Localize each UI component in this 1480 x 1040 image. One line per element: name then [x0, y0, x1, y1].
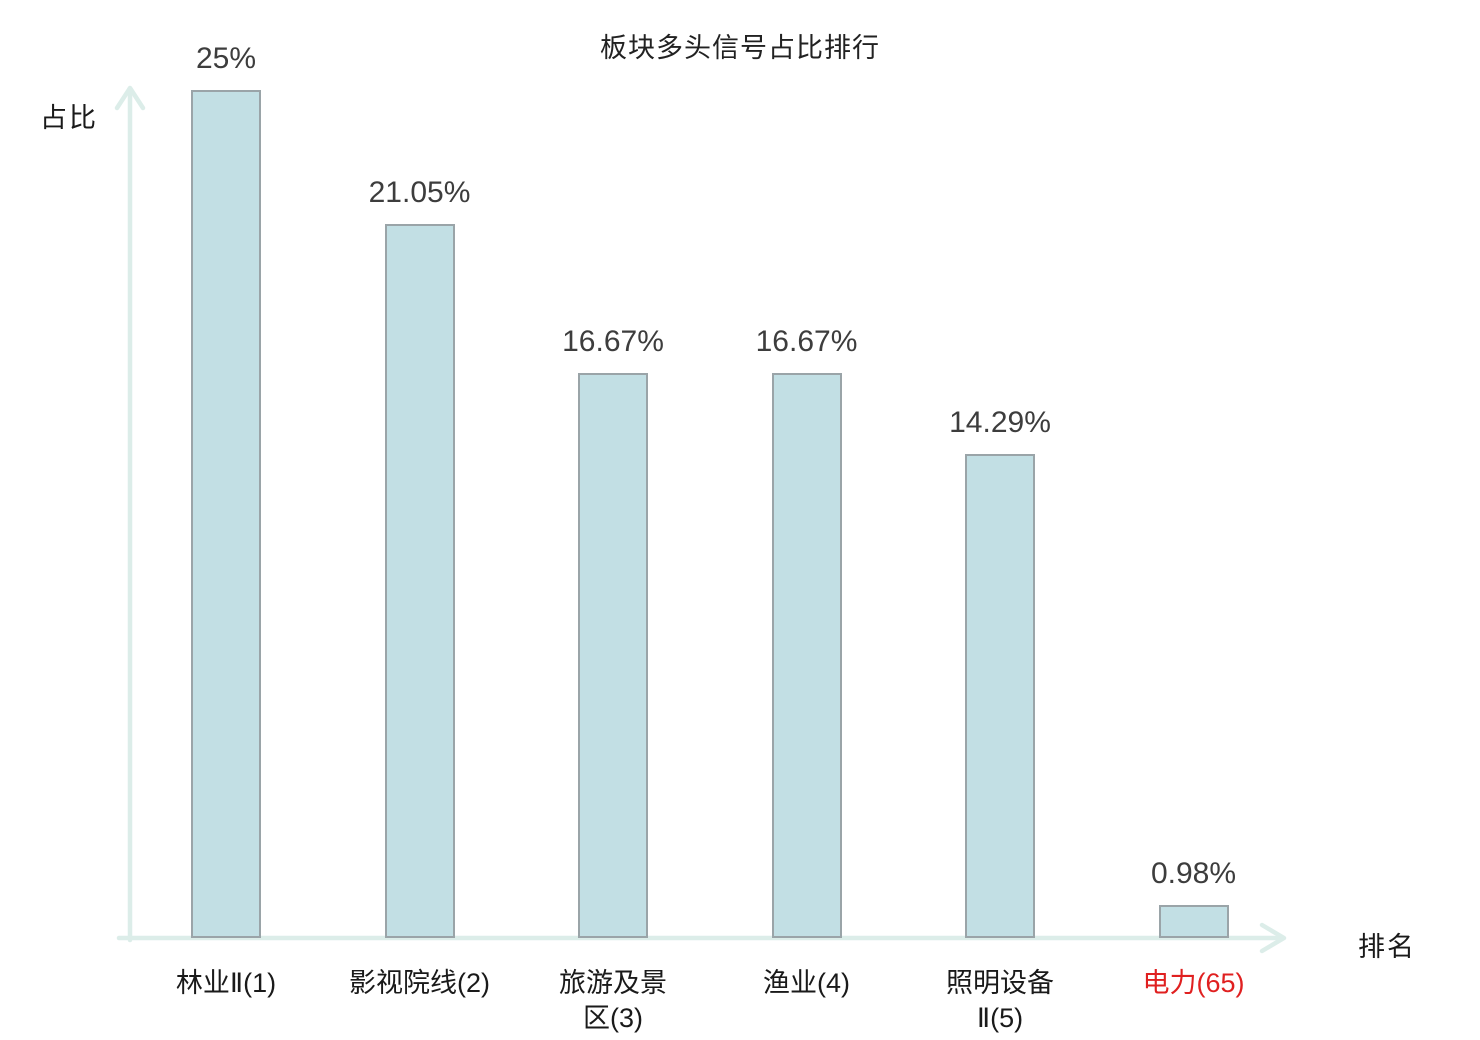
bar-3 [578, 373, 648, 938]
bar-category-label-2: 影视院线(2) [305, 966, 535, 1001]
category-label-line: 电力(65) [1142, 968, 1245, 998]
bar-value-label-5: 14.29% [949, 406, 1051, 439]
y-axis-arrow-icon [114, 85, 146, 111]
category-label-line: 林业Ⅱ(1) [175, 968, 277, 998]
bar-value-label-4: 16.67% [755, 325, 858, 358]
category-label-line: 影视院线(2) [349, 968, 490, 998]
x-axis [116, 922, 1287, 954]
bar-value-label-6: 0.98% [1150, 857, 1237, 890]
bar-category-label-6: 电力(65) [1079, 966, 1309, 1001]
chart-title: 板块多头信号占比排行 [600, 33, 880, 63]
bar-category-label-1: 林业Ⅱ(1) [111, 966, 341, 1001]
bar-5 [965, 454, 1035, 938]
bar-value-label-3: 16.67% [562, 325, 664, 358]
x-axis-arrow-icon [1259, 922, 1287, 954]
category-label-line: Ⅱ(5) [976, 1003, 1024, 1033]
bar-category-label-4: 渔业(4) [692, 966, 922, 1001]
category-label-line: 照明设备 [946, 968, 1054, 998]
bar-4 [771, 373, 842, 938]
category-label-line: 区(3) [583, 1003, 643, 1033]
bar-value-label-2: 21.05% [368, 176, 471, 209]
y-axis [114, 85, 146, 943]
bar-category-label-5: 照明设备 Ⅱ(5) [885, 966, 1115, 1036]
bar-category-label-3: 旅游及景区(3) [498, 966, 728, 1036]
x-axis-label: 排名 [1358, 932, 1416, 962]
category-label-line: 渔业(4) [763, 968, 850, 998]
bar-6 [1158, 905, 1229, 938]
bar-1 [191, 90, 261, 938]
bar-2 [384, 224, 455, 938]
bar-value-label-1: 25% [195, 42, 257, 75]
category-label-line: 旅游及景 [559, 968, 667, 998]
y-axis-label: 占比 [40, 103, 98, 133]
